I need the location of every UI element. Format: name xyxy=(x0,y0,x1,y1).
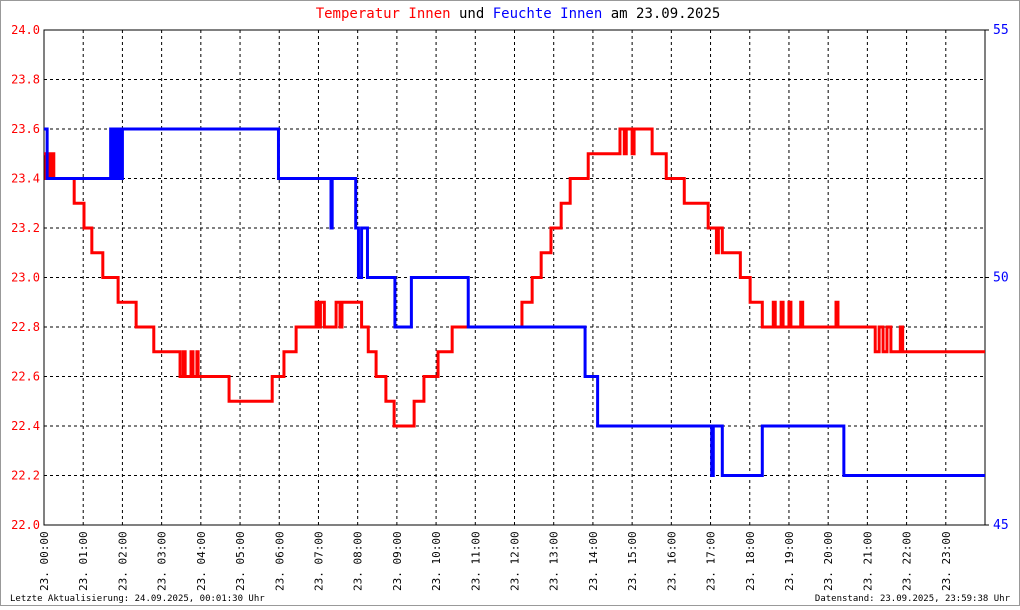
y-tick-label: 23.4 xyxy=(11,172,40,186)
y-tick-label: 23.8 xyxy=(11,73,40,87)
x-tick-label: 23. 13:00 xyxy=(548,531,561,591)
x-tick-label: 23. 01:00 xyxy=(77,531,90,591)
y2-tick-label: 45 xyxy=(993,518,1009,533)
x-tick-label: 23. 05:00 xyxy=(234,531,247,591)
y-tick-label: 24.0 xyxy=(11,23,40,37)
title-part: Feuchte Innen xyxy=(493,6,603,22)
x-tick-label: 23. 06:00 xyxy=(273,531,286,591)
x-tick-label: 23. 09:00 xyxy=(391,531,404,591)
y-tick-label: 23.6 xyxy=(11,122,40,136)
title-part: am 23.09.2025 xyxy=(611,6,721,22)
footer-right: Datenstand: 23.09.2025, 23:59:38 Uhr xyxy=(815,594,1011,604)
x-tick-label: 23. 23:00 xyxy=(940,531,953,591)
footer-left: Letzte Aktualisierung: 24.09.2025, 00:01… xyxy=(10,594,265,604)
x-tick-label: 23. 17:00 xyxy=(705,531,718,591)
y-tick-label: 22.4 xyxy=(11,419,40,433)
x-tick-label: 23. 16:00 xyxy=(665,531,678,591)
x-tick-label: 23. 08:00 xyxy=(352,531,365,591)
title-part: und xyxy=(459,6,484,22)
x-tick-label: 23. 04:00 xyxy=(195,531,208,591)
x-tick-label: 23. 20:00 xyxy=(822,531,835,591)
x-tick-label: 23. 12:00 xyxy=(509,531,522,591)
series-line xyxy=(44,127,985,477)
x-tick-label: 23. 15:00 xyxy=(626,531,639,591)
x-tick-label: 23. 02:00 xyxy=(116,531,129,591)
x-tick-label: 23. 11:00 xyxy=(469,531,482,591)
y-tick-label: 22.6 xyxy=(11,370,40,384)
x-tick-label: 23. 03:00 xyxy=(156,531,169,591)
plot-border xyxy=(43,29,986,526)
title-part: Temperatur Innen xyxy=(316,6,451,22)
y-tick-label: 22.8 xyxy=(11,320,40,334)
x-tick-label: 23. 14:00 xyxy=(587,531,600,591)
y2-tick-label: 55 xyxy=(993,23,1009,38)
x-tick-label: 23. 18:00 xyxy=(744,531,757,591)
x-tick-label: 23. 22:00 xyxy=(901,531,914,591)
y-tick-label: 23.2 xyxy=(11,221,40,235)
y-tick-label: 23.0 xyxy=(11,271,40,285)
chart-title: Temperatur Innen und Feuchte Innen am 23… xyxy=(316,6,721,22)
y-tick-label: 22.0 xyxy=(11,518,40,532)
x-tick-label: 23. 07:00 xyxy=(312,531,325,591)
x-tick-label: 23. 10:00 xyxy=(430,531,443,591)
x-tick-label: 23. 21:00 xyxy=(861,531,874,591)
x-tick-label: 23. 00:00 xyxy=(38,531,51,591)
y-tick-label: 22.2 xyxy=(11,469,40,483)
y2-tick-label: 50 xyxy=(993,271,1009,286)
x-tick-label: 23. 19:00 xyxy=(783,531,796,591)
